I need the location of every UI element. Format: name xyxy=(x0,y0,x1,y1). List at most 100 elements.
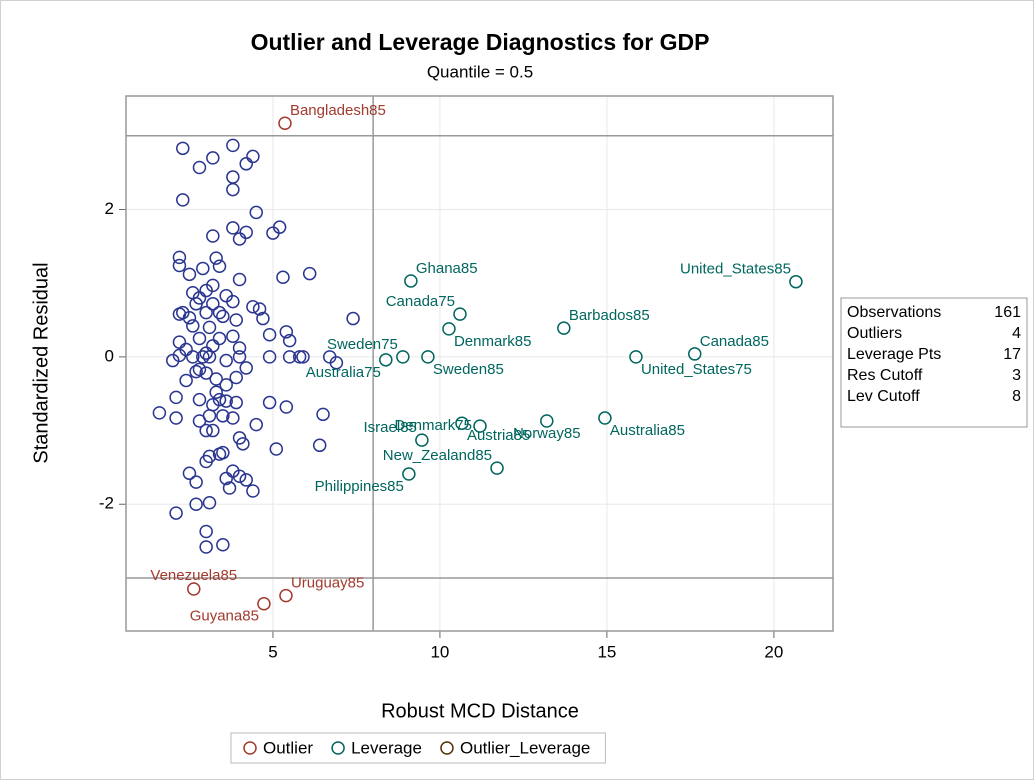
data-point xyxy=(229,395,243,410)
chart-subtitle: Quantile = 0.5 xyxy=(427,62,533,81)
point-label: Guyana85 xyxy=(190,608,259,625)
point-label: Barbados85 xyxy=(569,307,650,324)
data-point xyxy=(279,400,294,414)
data-point xyxy=(232,341,247,355)
point-label: Uruguay85 xyxy=(291,575,364,592)
point-label: Sweden85 xyxy=(433,361,504,378)
data-point xyxy=(226,411,240,425)
data-point xyxy=(246,149,260,164)
data-point xyxy=(226,329,240,343)
legend-marker xyxy=(440,741,454,755)
data-point xyxy=(196,261,210,276)
legend-label: Outlier xyxy=(263,738,313,757)
data-point xyxy=(202,496,217,510)
data-point xyxy=(189,297,203,311)
data-point xyxy=(279,588,293,603)
data-point xyxy=(186,319,200,333)
data-point xyxy=(257,596,271,611)
point-label: Bangladesh85 xyxy=(290,102,386,119)
data-point xyxy=(192,362,207,377)
data-point xyxy=(182,311,197,325)
data-point xyxy=(169,390,183,405)
data-point xyxy=(202,320,217,335)
data-point xyxy=(196,350,210,364)
data-point xyxy=(206,297,220,311)
data-point xyxy=(279,325,294,339)
point-label: Denmark75 xyxy=(394,417,472,434)
data-point xyxy=(276,270,290,285)
data-point xyxy=(249,205,263,220)
data-point xyxy=(415,433,429,447)
data-point xyxy=(262,328,277,342)
data-point xyxy=(404,274,418,288)
inset-label: Lev Cutoff xyxy=(847,388,920,405)
data-point xyxy=(490,461,504,475)
y-tick-label: 0 xyxy=(105,346,114,365)
data-point xyxy=(199,524,213,539)
data-point xyxy=(232,272,247,287)
data-point xyxy=(172,335,187,349)
data-point xyxy=(312,438,327,453)
data-point xyxy=(166,353,180,368)
inset-box xyxy=(840,297,1028,428)
x-tick-label: 15 xyxy=(597,642,616,661)
data-point xyxy=(216,309,230,324)
data-point xyxy=(256,311,270,326)
data-point xyxy=(189,497,203,512)
data-point xyxy=(229,313,243,327)
data-point xyxy=(206,151,220,165)
data-point xyxy=(216,538,230,552)
data-point xyxy=(212,331,227,346)
data-point xyxy=(455,416,469,430)
data-point xyxy=(473,419,487,433)
data-point xyxy=(202,350,217,364)
data-point xyxy=(232,232,247,246)
data-point xyxy=(226,138,240,153)
data-point xyxy=(199,540,213,554)
data-point xyxy=(789,274,803,289)
data-point xyxy=(266,226,280,240)
data-point xyxy=(182,267,197,282)
data-point xyxy=(199,283,213,298)
data-point xyxy=(262,350,277,364)
data-point xyxy=(199,423,213,438)
data-point xyxy=(396,350,410,364)
data-point xyxy=(209,251,223,265)
point-label: Sweden75 xyxy=(327,336,398,353)
x-tick-label: 20 xyxy=(764,642,783,661)
x-tick-label: 5 xyxy=(268,642,277,661)
point-label: Austria85 xyxy=(467,427,530,444)
point-label: Venezuela85 xyxy=(150,567,237,584)
point-label: Canada85 xyxy=(700,333,769,350)
data-point xyxy=(278,116,292,131)
data-point xyxy=(292,350,307,364)
data-point xyxy=(246,300,260,314)
inset-value: 161 xyxy=(994,304,1021,321)
data-point xyxy=(199,305,213,320)
data-point xyxy=(226,294,240,309)
inset-value: 3 xyxy=(1012,367,1021,384)
data-point xyxy=(169,411,183,425)
data-point xyxy=(540,414,554,428)
data-point xyxy=(206,423,220,438)
data-point xyxy=(226,221,240,235)
data-point xyxy=(442,322,456,336)
legend-marker xyxy=(331,741,345,755)
data-point xyxy=(212,259,227,273)
data-point xyxy=(216,409,230,423)
data-point xyxy=(172,250,187,265)
data-point xyxy=(316,407,330,422)
data-point xyxy=(629,350,643,364)
point-label: Canada75 xyxy=(386,293,455,310)
data-point xyxy=(402,467,416,481)
data-point xyxy=(182,466,197,481)
data-point xyxy=(421,350,435,364)
y-axis-label: Standardized Residual xyxy=(30,262,52,463)
legend-label: Leverage xyxy=(351,738,422,757)
data-point xyxy=(219,378,233,392)
data-point xyxy=(189,475,203,489)
data-point xyxy=(687,347,702,361)
point-label: United_States85 xyxy=(680,261,791,278)
data-point xyxy=(206,229,220,243)
